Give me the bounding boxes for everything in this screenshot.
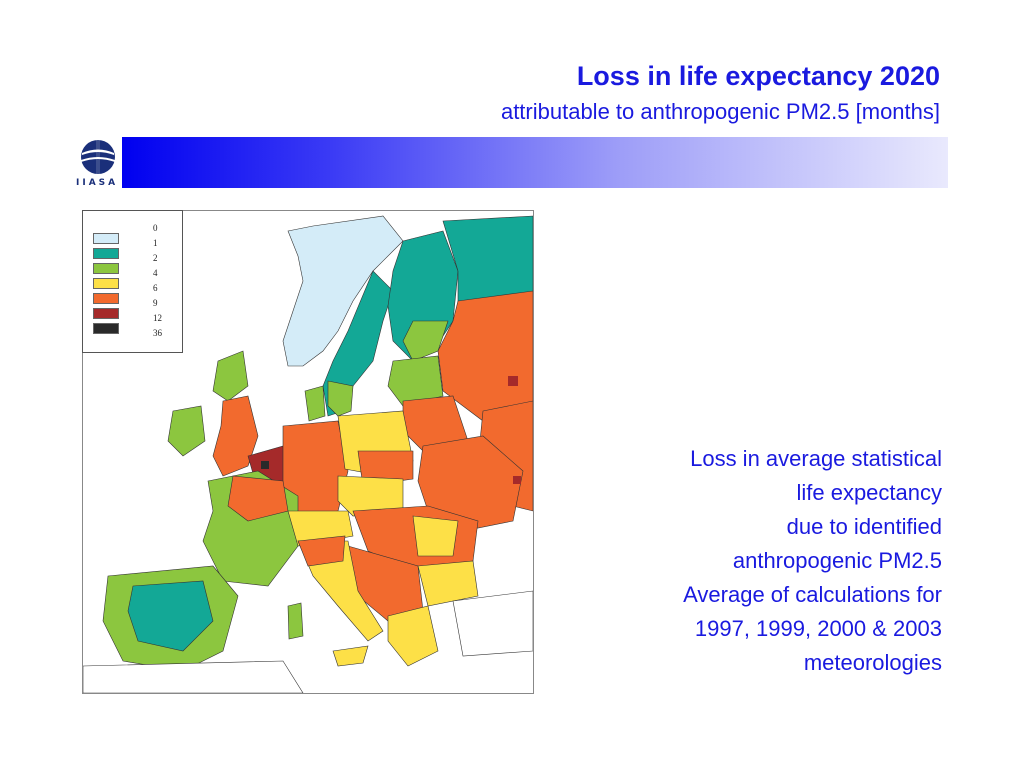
region-france-north bbox=[227, 475, 289, 522]
region-italy-north bbox=[297, 535, 346, 567]
legend-item: 6 bbox=[93, 283, 178, 306]
description-line: Average of calculations for bbox=[683, 582, 942, 607]
legend-label: 0 bbox=[153, 223, 158, 233]
description-line: 1997, 1999, 2000 & 2003 bbox=[694, 616, 942, 641]
header-banner bbox=[122, 137, 948, 188]
region-bulgaria bbox=[417, 560, 479, 607]
legend-label: 12 bbox=[153, 313, 162, 323]
legend-swatch bbox=[93, 308, 119, 319]
legend-swatch bbox=[93, 278, 119, 289]
region-greece bbox=[387, 605, 439, 667]
legend-item: 9 bbox=[93, 298, 178, 321]
region-denmark bbox=[304, 385, 326, 422]
legend-item: 1 bbox=[93, 238, 178, 261]
region-sweden-south bbox=[327, 380, 354, 417]
page-subtitle: attributable to anthropogenic PM2.5 [mon… bbox=[500, 99, 940, 124]
hotspot-benelux bbox=[261, 461, 269, 469]
description-line: anthropogenic PM2.5 bbox=[732, 548, 942, 573]
region-poland-south bbox=[357, 450, 414, 487]
legend-item: 0 bbox=[93, 223, 178, 246]
legend-label: 9 bbox=[153, 298, 158, 308]
region-north-africa bbox=[83, 660, 304, 693]
legend-label: 6 bbox=[153, 283, 158, 293]
region-turkey bbox=[452, 590, 533, 657]
hotspot-russia bbox=[508, 376, 518, 386]
legend-item: 4 bbox=[93, 268, 178, 291]
legend-label: 4 bbox=[153, 268, 158, 278]
map-legend: 0 1 2 4 6 9 12 36 bbox=[82, 210, 183, 353]
iiasa-logo bbox=[76, 136, 120, 190]
region-italy bbox=[297, 540, 384, 642]
region-finland-south bbox=[402, 320, 449, 362]
region-england bbox=[212, 395, 259, 477]
region-norway bbox=[282, 215, 404, 367]
region-russia-mid bbox=[437, 290, 533, 422]
region-iberia-center bbox=[127, 580, 214, 652]
description-line: Loss in average statistical bbox=[690, 446, 942, 471]
legend-swatch bbox=[93, 233, 119, 244]
legend-label: 2 bbox=[153, 253, 158, 263]
region-sicily bbox=[332, 645, 369, 667]
legend-swatch bbox=[93, 263, 119, 274]
legend-swatch bbox=[93, 323, 119, 334]
description-line: life expectancy bbox=[796, 480, 942, 505]
region-romania-center bbox=[412, 515, 459, 557]
region-ireland bbox=[167, 405, 206, 457]
europe-map bbox=[82, 210, 534, 694]
logo-text: IIASA bbox=[76, 178, 119, 188]
legend-swatch bbox=[93, 293, 119, 304]
legend-label: 1 bbox=[153, 238, 158, 248]
legend-item: 36 bbox=[93, 328, 178, 351]
description-line: due to identified bbox=[786, 514, 942, 539]
legend-item: 12 bbox=[93, 313, 178, 336]
region-scotland bbox=[212, 350, 249, 402]
legend-label: 36 bbox=[153, 328, 162, 338]
page-title: Loss in life expectancy 2020 bbox=[576, 61, 940, 91]
description-text: Loss in average statistical life expecta… bbox=[562, 442, 942, 680]
description-line: meteorologies bbox=[803, 650, 942, 675]
hotspot-ukraine bbox=[513, 476, 521, 484]
legend-item: 2 bbox=[93, 253, 178, 276]
region-ukraine bbox=[417, 435, 524, 532]
legend-swatch bbox=[93, 248, 119, 259]
region-sardinia bbox=[287, 602, 304, 640]
